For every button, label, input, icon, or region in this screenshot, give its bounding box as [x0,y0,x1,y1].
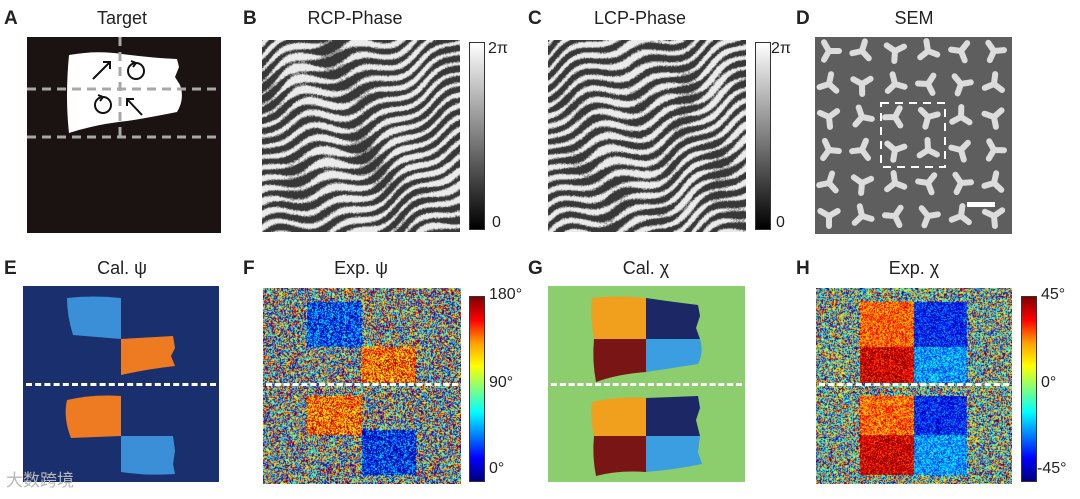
sem-particle [884,170,908,193]
sem-particle [816,170,839,194]
exp-chi-map [816,288,1012,484]
region-upper-left [67,296,121,339]
phase-colorbar-c [755,42,771,230]
chi-colorbar [1021,296,1037,482]
chi-region-ur2 [646,396,700,436]
panel-letter-e: E [4,258,17,279]
sem-particle [985,39,1007,64]
sem-particle [915,172,938,196]
phase-colorbar-b [469,42,485,230]
psi-colorbar-mid: 90° [489,374,514,391]
chi-colorbar-max: 45° [1041,286,1066,303]
chi-region-lr [646,339,702,372]
sem-particle [952,171,974,195]
sem-particle [849,38,872,62]
psi-colorbar-min: 0° [489,460,505,477]
polarization-arrow-upright-icon [92,61,111,80]
panel-title-e: Cal. ψ [97,258,147,278]
sem-particle [948,139,971,163]
sem-particle [981,170,1005,193]
panel-title-a: Target [96,8,148,28]
cal-chi-map [548,286,745,482]
colorbar-c-max: 2π [771,40,791,57]
circular-polarization-icon [127,60,145,80]
sem-particle [917,38,941,61]
sem-particle [817,208,841,229]
sem-image [815,37,1012,234]
exp-psi-map [263,288,461,484]
sem-particle [917,106,941,130]
sem-particle [884,140,908,163]
psi-colorbar-max: 180° [489,286,523,303]
divider-dashed-line-h [819,383,1009,386]
sem-particle [981,207,1006,229]
target-image [27,37,221,233]
colorbar-b-max: 2π [488,40,508,57]
panel-title-g: Cal. χ [622,258,670,278]
sem-particle [948,40,971,64]
rcp-phase-map [262,40,460,232]
chi-region-ll [593,339,646,382]
sem-particle [948,203,972,226]
sem-particle [916,137,940,159]
sem-particle [821,39,842,63]
colorbar-b-min: 0 [492,214,501,231]
chi-region-lr2 [646,436,702,472]
divider-dashed-line-e [26,383,216,386]
psi-colorbar [469,296,485,482]
region-lower-left [65,395,121,438]
sem-particle [850,75,874,97]
panel-letter-f: F [243,258,255,279]
panel-letter-b: B [243,8,257,29]
panel-letter-d: D [796,8,810,29]
sem-particle [816,71,840,94]
divider-dashed-line-f [266,383,458,386]
panel-title-f: Exp. ψ [334,258,388,278]
sem-particle [852,104,875,128]
chi-region-ur [646,298,700,339]
chi-region-ul [591,296,646,339]
sem-particle [884,71,908,94]
sem-particle [850,174,875,196]
chi-region-ul2 [591,397,646,436]
sem-particle [949,104,973,126]
chi-colorbar-mid: 0° [1041,374,1057,391]
sem-particle [851,203,875,226]
divider-dashed-line-g [551,383,742,386]
sem-particle [981,71,1005,93]
lcp-phase-map [548,40,746,232]
sem-particle [882,105,904,129]
flag-shape [67,52,182,133]
sem-particle [882,204,904,228]
sem-particle [816,108,841,130]
panel-title-h: Exp. χ [888,258,940,278]
panel-letter-h: H [796,258,810,279]
chi-region-ll2 [593,436,646,476]
sem-particle [981,107,1005,130]
sem-particle [820,137,842,162]
unit-cell-dashed-box [880,102,946,168]
panel-letter-c: C [528,8,542,29]
circular-polarization-icon [94,94,112,114]
panel-letter-g: G [528,258,543,279]
watermark-text: 大数跨境 [6,471,74,490]
chi-colorbar-min: -45° [1037,460,1067,477]
colorbar-c-min: 0 [776,214,785,231]
panel-title-b: RCP-Phase [307,8,403,28]
polarization-arrow-upleft-icon [126,98,143,116]
sem-particle [985,138,1007,162]
panel-letter-a: A [4,8,18,29]
panel-title-d: SEM [894,8,934,28]
sem-particle [918,205,941,229]
region-upper-right [121,336,175,375]
panel-title-c: LCP-Phase [593,8,687,28]
scale-bar [967,202,995,207]
sem-particle [951,73,974,97]
region-lower-right [121,436,175,475]
sem-particle [915,72,937,96]
sem-particle [883,42,907,64]
sem-particle [849,137,871,161]
